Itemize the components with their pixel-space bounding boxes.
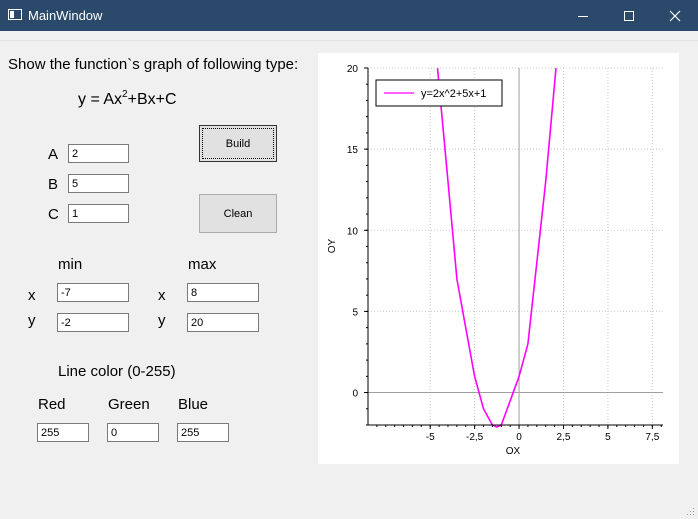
x-tick-label: 5 — [605, 432, 611, 443]
x-tick-label: 0 — [516, 432, 522, 443]
maximize-button[interactable] — [606, 0, 652, 31]
window-title: MainWindow — [28, 8, 103, 23]
build-button[interactable]: Build — [199, 125, 277, 162]
chart-panel: 0 5 10 15 20 -5 -2,5 0 2,5 5 7,5 OX OY y=2x^2+5x+1 — [318, 53, 679, 464]
menu-bar — [0, 31, 698, 41]
chart-grid — [368, 67, 663, 425]
minimize-icon — [578, 15, 588, 17]
formula-rhs: +Bx+C — [127, 91, 177, 108]
chart-plot — [436, 67, 557, 428]
close-icon — [669, 10, 681, 21]
y-tick-label: 15 — [347, 145, 359, 156]
x-tick-label: -5 — [426, 432, 435, 443]
coef-a-input[interactable] — [68, 144, 129, 163]
formula-label: y = Ax2+Bx+C — [78, 89, 177, 109]
function-chart: 0 5 10 15 20 -5 -2,5 0 2,5 5 7,5 OX OY y=2x^2+5x+1 — [327, 64, 663, 457]
y-tick-label: 20 — [347, 64, 359, 75]
x-max-input[interactable] — [187, 283, 259, 302]
blue-input[interactable] — [177, 423, 229, 442]
x-min-label: x — [28, 287, 36, 304]
x-min-input[interactable] — [57, 283, 129, 302]
coef-c-input[interactable] — [68, 204, 129, 223]
chart-legend: y=2x^2+5x+1 — [375, 79, 503, 107]
y-tick-label: 0 — [352, 389, 358, 400]
x-axis-label: OX — [506, 446, 521, 457]
coef-c-label: C — [48, 206, 59, 223]
blue-label: Blue — [178, 396, 209, 413]
minimize-button[interactable] — [560, 0, 606, 31]
green-label: Green — [108, 396, 150, 413]
chart-axes: 0 5 10 15 20 -5 -2,5 0 2,5 5 7,5 OX OY — [327, 64, 663, 457]
red-input[interactable] — [37, 423, 89, 442]
line-color-title: Line color (0-255) — [58, 363, 176, 380]
formula-exponent: 2 — [122, 89, 128, 100]
max-label: max — [188, 256, 217, 273]
coef-a-label: A — [48, 146, 59, 163]
green-input[interactable] — [107, 423, 159, 442]
min-label: min — [58, 256, 83, 273]
y-tick-label: 5 — [352, 307, 358, 318]
red-label: Red — [38, 396, 66, 413]
y-min-input[interactable] — [57, 313, 129, 332]
resize-grip-icon[interactable] — [686, 507, 696, 517]
y-max-label: y — [158, 312, 166, 329]
x-tick-label: 2,5 — [557, 432, 571, 443]
function-heading: Show the function`s graph of following t… — [8, 56, 299, 73]
coef-b-label: B — [48, 176, 59, 193]
x-tick-label: -2,5 — [466, 432, 484, 443]
coef-b-input[interactable] — [68, 174, 129, 193]
title-bar: MainWindow — [0, 0, 698, 31]
close-button[interactable] — [652, 0, 698, 31]
y-min-label: y — [28, 312, 36, 329]
y-tick-label: 10 — [347, 226, 359, 237]
app-window-icon — [8, 9, 22, 20]
formula-lhs: y = Ax — [78, 91, 123, 108]
legend-label: y=2x^2+5x+1 — [421, 88, 486, 100]
maximize-icon — [624, 10, 634, 21]
y-max-input[interactable] — [187, 313, 259, 332]
y-axis-label: OY — [327, 238, 338, 253]
series-line — [436, 67, 557, 428]
x-max-label: x — [158, 287, 166, 304]
clean-button[interactable]: Clean — [199, 194, 277, 233]
x-tick-label: 7,5 — [645, 432, 659, 443]
